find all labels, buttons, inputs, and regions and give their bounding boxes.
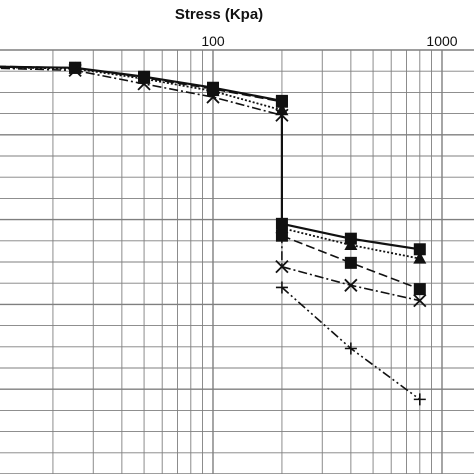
series-3-point — [69, 61, 82, 74]
series-4-point — [206, 90, 220, 104]
series-3-point — [207, 83, 219, 96]
x-tick-label: 100 — [201, 33, 225, 49]
series-5-point — [275, 281, 288, 294]
series-4-point — [275, 260, 289, 274]
grid — [0, 49, 474, 474]
series-3-point — [344, 256, 357, 269]
series-3-point — [413, 283, 426, 296]
series-markers — [68, 61, 427, 406]
series-4-point — [344, 278, 358, 292]
series-4-point — [68, 63, 82, 77]
series-4-point — [137, 77, 151, 91]
series-3-point — [275, 95, 288, 108]
series-1-point — [413, 243, 426, 256]
series-4-point — [275, 108, 289, 122]
x-tick-labels: 100 1000 — [201, 33, 457, 49]
series-2-point — [413, 251, 427, 264]
series-3-point — [138, 71, 151, 84]
series-2-line — [281, 227, 420, 260]
series-5-point — [413, 393, 426, 406]
series-2-point — [344, 238, 358, 251]
chart-title: Stress (Kpa) — [175, 6, 263, 23]
series-5-point — [344, 342, 357, 355]
series-3-point — [275, 229, 288, 242]
series-4-point — [413, 293, 427, 308]
series-3-line — [281, 234, 421, 290]
x-tick-label: 1000 — [426, 33, 457, 49]
